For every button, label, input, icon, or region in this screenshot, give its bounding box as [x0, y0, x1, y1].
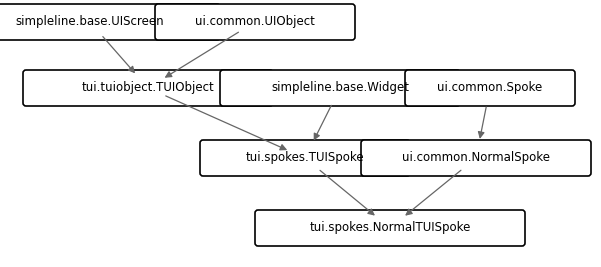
Text: ui.common.NormalSpoke: ui.common.NormalSpoke — [402, 151, 550, 164]
FancyBboxPatch shape — [155, 4, 355, 40]
Text: tui.spokes.NormalTUISpoke: tui.spokes.NormalTUISpoke — [310, 222, 471, 234]
FancyBboxPatch shape — [23, 70, 273, 106]
FancyBboxPatch shape — [405, 70, 575, 106]
Text: simpleline.base.UIScreen: simpleline.base.UIScreen — [16, 15, 164, 29]
FancyBboxPatch shape — [200, 140, 410, 176]
FancyBboxPatch shape — [361, 140, 591, 176]
FancyBboxPatch shape — [0, 4, 220, 40]
FancyBboxPatch shape — [220, 70, 460, 106]
Text: tui.spokes.TUISpoke: tui.spokes.TUISpoke — [246, 151, 364, 164]
Text: ui.common.UIObject: ui.common.UIObject — [195, 15, 315, 29]
Text: simpleline.base.Widget: simpleline.base.Widget — [271, 81, 409, 95]
Text: tui.tuiobject.TUIObject: tui.tuiobject.TUIObject — [82, 81, 215, 95]
FancyBboxPatch shape — [255, 210, 525, 246]
Text: ui.common.Spoke: ui.common.Spoke — [438, 81, 543, 95]
